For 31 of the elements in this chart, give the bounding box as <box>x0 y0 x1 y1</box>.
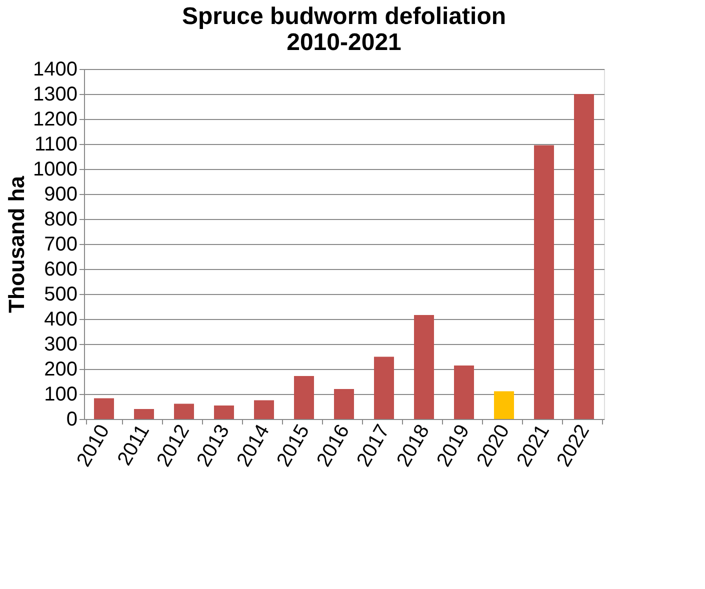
y-tick-label: 100 <box>44 384 78 406</box>
y-tick-label: 1000 <box>33 158 78 180</box>
bar <box>254 400 274 419</box>
bar <box>134 409 154 419</box>
y-tick-label: 700 <box>44 234 78 256</box>
y-tick-label: 500 <box>44 284 78 306</box>
bar <box>334 389 354 419</box>
y-tick-label: 0 <box>66 408 78 430</box>
y-tick-label: 1100 <box>34 134 78 156</box>
y-tick-label: 1300 <box>33 84 78 106</box>
y-tick-label: 900 <box>44 184 78 206</box>
bar <box>454 366 474 419</box>
bar <box>214 406 234 419</box>
bar <box>294 376 314 419</box>
y-tick-label: 1200 <box>33 108 78 130</box>
bar <box>534 145 554 419</box>
bar <box>494 391 514 419</box>
y-axis-title: Thousand ha <box>4 175 30 313</box>
text: Spruce budworm defoliation <box>182 3 506 30</box>
y-tick-label: 1400 <box>33 58 78 80</box>
bar <box>374 356 394 419</box>
text: 2010-2021 <box>286 29 402 56</box>
y-tick-label: 400 <box>44 308 78 330</box>
bar <box>414 315 434 419</box>
bar <box>574 94 594 419</box>
y-tick-label: 300 <box>44 334 78 356</box>
bar <box>174 404 194 419</box>
y-tick-label: 800 <box>44 208 78 230</box>
y-tick-label: 600 <box>44 258 78 280</box>
y-tick-label: 200 <box>44 358 78 380</box>
bar <box>94 398 114 419</box>
